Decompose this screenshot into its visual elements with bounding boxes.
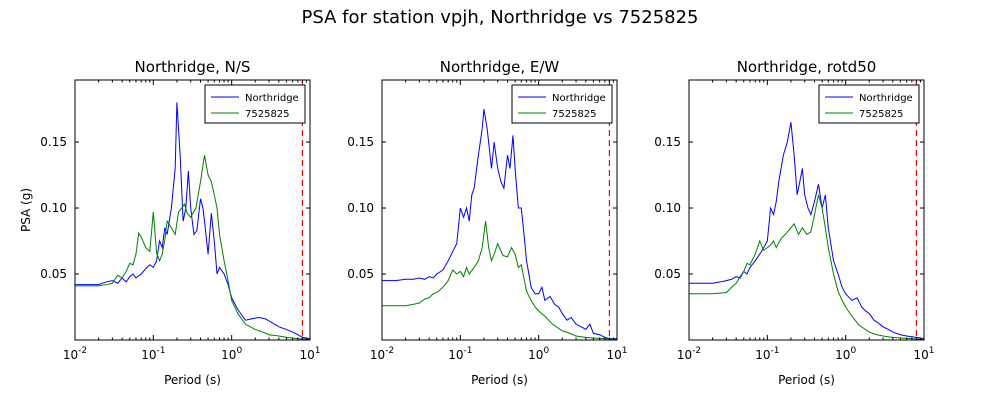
y-tick-label: 0.10: [347, 201, 374, 215]
axes-frame: [74, 79, 311, 341]
y-axis-label: PSA (g): [19, 188, 33, 232]
y-tick-label: 0.15: [40, 135, 67, 149]
legend: Northridge 7525825: [818, 84, 920, 124]
x-tick-exponent: -1: [463, 346, 472, 356]
series-line-7525825: [75, 155, 310, 340]
x-tick-label: 100: [835, 346, 856, 362]
y-tick-label: 0.10: [40, 201, 67, 215]
axes-frame: [688, 79, 925, 341]
x-tick-label: 100: [528, 346, 549, 362]
series-line-7525825: [689, 194, 924, 340]
series-line-Northridge: [382, 108, 617, 340]
x-tick-base: 10: [606, 348, 621, 362]
x-tick-exponent: -1: [770, 346, 779, 356]
axes-frame: [381, 79, 618, 341]
x-tick-label: 10-1: [448, 346, 472, 362]
x-tick-exponent: -2: [78, 346, 87, 356]
x-tick-label: 10-2: [370, 346, 394, 362]
x-tick-label: 101: [299, 346, 320, 362]
subplot-title: Northridge, E/W: [440, 58, 560, 76]
legend-box: [511, 84, 613, 124]
x-tick-exponent: 0: [850, 346, 856, 356]
y-tick-label: 0.05: [40, 267, 67, 281]
x-tick-label: 10-1: [141, 346, 165, 362]
legend: Northridge 7525825: [204, 84, 306, 124]
x-tick-base: 10: [913, 348, 928, 362]
x-tick-exponent: -2: [692, 346, 701, 356]
x-tick-base: 10: [835, 348, 850, 362]
x-tick-base: 10: [221, 348, 236, 362]
x-axis-label: Period (s): [778, 373, 835, 387]
x-tick-base: 10: [141, 348, 156, 362]
x-axis-label: Period (s): [471, 373, 528, 387]
y-tick-label: 0.05: [654, 267, 681, 281]
x-tick-exponent: 0: [236, 346, 242, 356]
legend-label: 7525825: [245, 109, 290, 120]
x-tick-exponent: -2: [385, 346, 394, 356]
x-tick-exponent: 1: [622, 346, 628, 356]
x-tick-base: 10: [677, 348, 692, 362]
x-tick-label: 101: [913, 346, 934, 362]
y-tick-label: 0.05: [347, 267, 374, 281]
subplot-title: Northridge, rotd50: [737, 58, 877, 76]
y-tick-label: 0.15: [654, 135, 681, 149]
legend-label: Northridge: [552, 93, 606, 104]
y-tick-label: 0.10: [654, 201, 681, 215]
legend-box: [204, 84, 306, 124]
legend-label: Northridge: [859, 93, 913, 104]
series-line-7525825: [382, 221, 617, 340]
legend-label: 7525825: [552, 109, 597, 120]
x-tick-exponent: -1: [156, 346, 165, 356]
x-axis-label: Period (s): [164, 373, 221, 387]
subplot-title: Northridge, N/S: [135, 58, 251, 76]
x-tick-base: 10: [528, 348, 543, 362]
x-tick-base: 10: [370, 348, 385, 362]
figure-title: PSA for station vpjh, Northridge vs 7525…: [301, 7, 698, 28]
x-tick-base: 10: [63, 348, 78, 362]
x-tick-base: 10: [299, 348, 314, 362]
x-tick-label: 10-2: [63, 346, 87, 362]
legend-label: 7525825: [859, 109, 904, 120]
series-line-Northridge: [689, 122, 924, 340]
legend-label: Northridge: [245, 93, 299, 104]
x-tick-exponent: 0: [543, 346, 549, 356]
legend: Northridge 7525825: [511, 84, 613, 124]
x-tick-label: 10-1: [755, 346, 779, 362]
y-tick-label: 0.15: [347, 135, 374, 149]
x-tick-label: 10-2: [677, 346, 701, 362]
x-tick-exponent: 1: [315, 346, 321, 356]
x-tick-label: 100: [221, 346, 242, 362]
x-tick-base: 10: [448, 348, 463, 362]
x-tick-exponent: 1: [929, 346, 935, 356]
x-tick-base: 10: [755, 348, 770, 362]
series-line-Northridge: [75, 102, 310, 340]
x-tick-label: 101: [606, 346, 627, 362]
legend-box: [818, 84, 920, 124]
